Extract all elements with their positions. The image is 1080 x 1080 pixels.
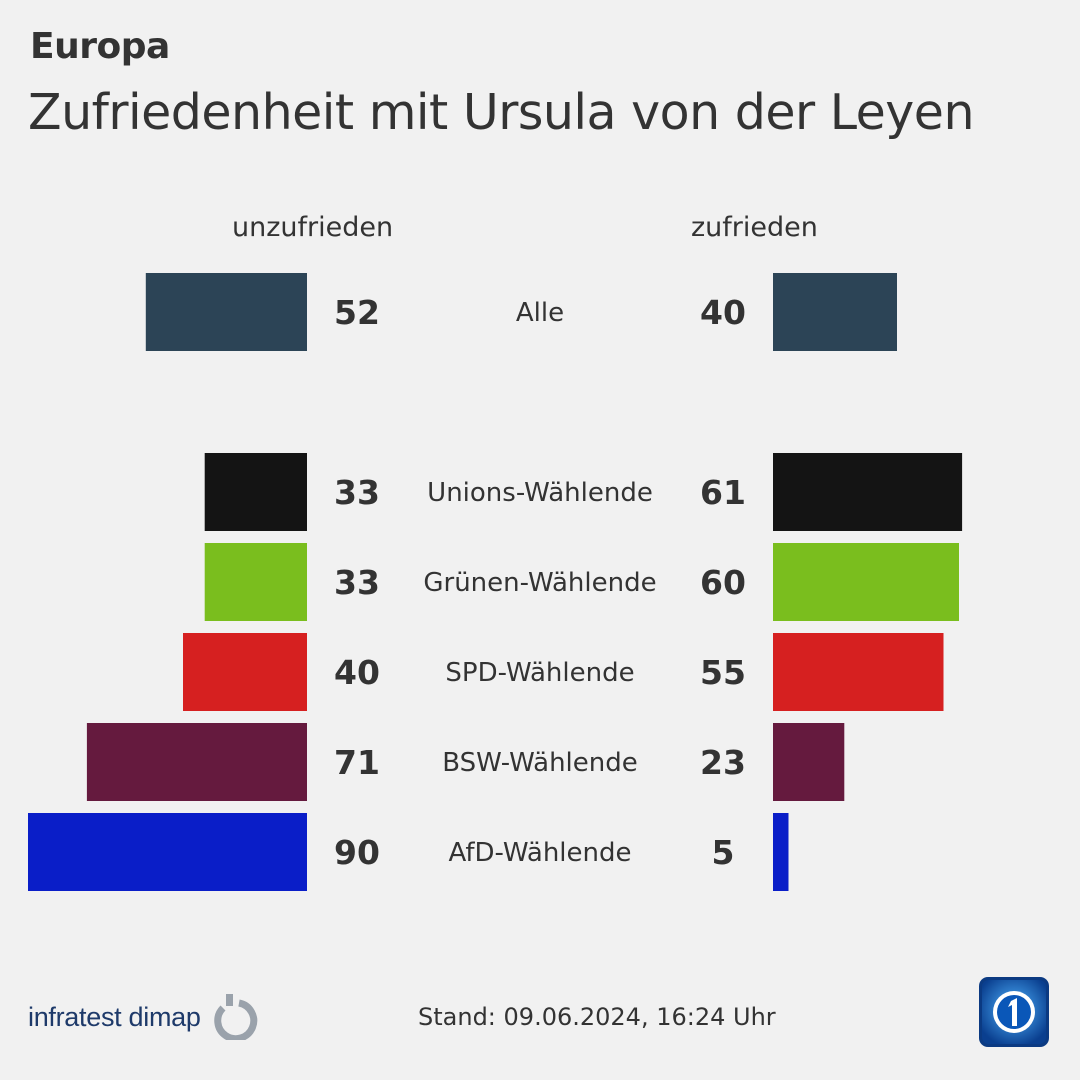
das-erste-logo-icon <box>979 977 1049 1047</box>
bar-unzufrieden-5 <box>28 813 307 891</box>
value-unzufrieden-4: 71 <box>334 743 380 782</box>
left-column-label: unzufrieden <box>232 212 394 243</box>
chart-title: Zufriedenheit mit Ursula von der Leyen <box>28 84 975 141</box>
bar-unzufrieden-1 <box>204 453 307 531</box>
value-zufrieden-5: 5 <box>712 833 735 872</box>
category-label-3: SPD-Wählende <box>445 658 634 688</box>
value-unzufrieden-3: 40 <box>334 653 380 692</box>
value-zufrieden-0: 40 <box>700 293 746 332</box>
category-label-4: BSW-Wählende <box>442 748 638 778</box>
bar-unzufrieden-4 <box>86 723 308 801</box>
value-zufrieden-2: 60 <box>700 563 746 602</box>
bar-zufrieden-3 <box>773 633 944 711</box>
value-zufrieden-1: 61 <box>700 473 746 512</box>
source-logo: infratest dimap <box>28 994 261 1040</box>
bar-zufrieden-4 <box>773 723 845 801</box>
stand-value: 09.06.2024, 16:24 Uhr <box>503 1003 776 1031</box>
bar-zufrieden-1 <box>773 453 963 531</box>
infratest-dimap-logo-icon <box>213 994 257 1040</box>
category-label-5: AfD-Wählende <box>448 838 631 868</box>
bar-zufrieden-5 <box>773 813 789 891</box>
category-label-1: Unions-Wählende <box>427 478 653 508</box>
bar-unzufrieden-2 <box>204 543 307 621</box>
value-zufrieden-3: 55 <box>700 653 746 692</box>
bar-zufrieden-2 <box>773 543 959 621</box>
category-label-0: Alle <box>516 298 564 328</box>
value-zufrieden-4: 23 <box>700 743 746 782</box>
bar-unzufrieden-3 <box>183 633 307 711</box>
value-unzufrieden-1: 33 <box>334 473 380 512</box>
bar-unzufrieden-0 <box>145 273 307 351</box>
stand-info: Stand: 09.06.2024, 16:24 Uhr <box>418 1003 776 1031</box>
chart-kicker: Europa <box>30 26 170 67</box>
value-unzufrieden-2: 33 <box>334 563 380 602</box>
bar-zufrieden-0 <box>773 273 897 351</box>
value-unzufrieden-5: 90 <box>334 833 380 872</box>
value-unzufrieden-0: 52 <box>334 293 380 332</box>
right-column-label: zufrieden <box>691 212 818 243</box>
stand-label: Stand: <box>418 1003 496 1031</box>
category-label-2: Grünen-Wählende <box>423 568 656 598</box>
source-name: infratest dimap <box>28 1001 201 1032</box>
